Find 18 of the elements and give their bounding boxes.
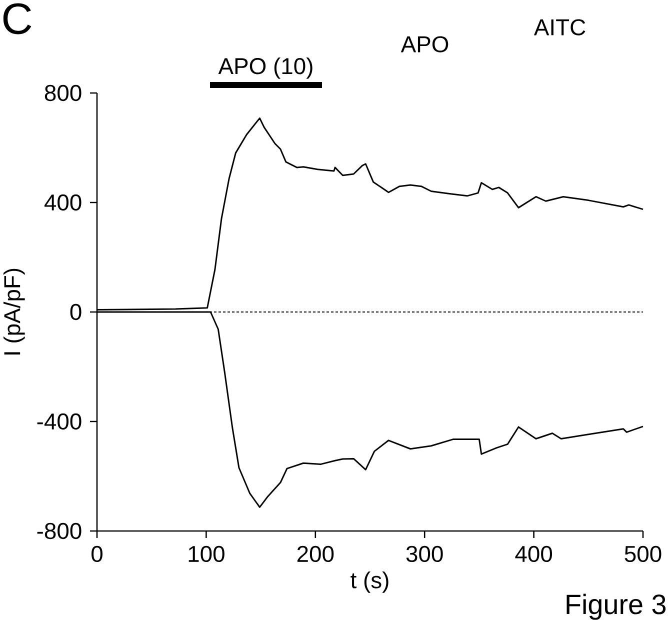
x-tick-label: 100 <box>188 546 224 562</box>
x-axis-title: t (s) <box>350 572 388 593</box>
caption: Figure 3 <box>566 594 666 620</box>
x-tick-label: 0 <box>92 546 102 562</box>
x-tick-label: 400 <box>515 546 552 562</box>
y-tick-label: -400 <box>37 413 82 430</box>
y-tick-label: 400 <box>44 194 82 211</box>
x-tick-label: 300 <box>406 546 443 562</box>
text: AITC <box>534 19 586 36</box>
text: APO <box>400 36 448 52</box>
y-axis-title: I (pA/pF) <box>3 268 25 354</box>
y-tick-label: 800 <box>44 84 82 102</box>
text: C <box>3 3 32 34</box>
x-tick-label: 500 <box>624 546 662 562</box>
text: APO (10) <box>218 57 312 79</box>
x-tick-label: 200 <box>297 546 334 562</box>
y-tick-label: 0 <box>70 304 82 320</box>
y-tick-label: -800 <box>37 522 82 540</box>
